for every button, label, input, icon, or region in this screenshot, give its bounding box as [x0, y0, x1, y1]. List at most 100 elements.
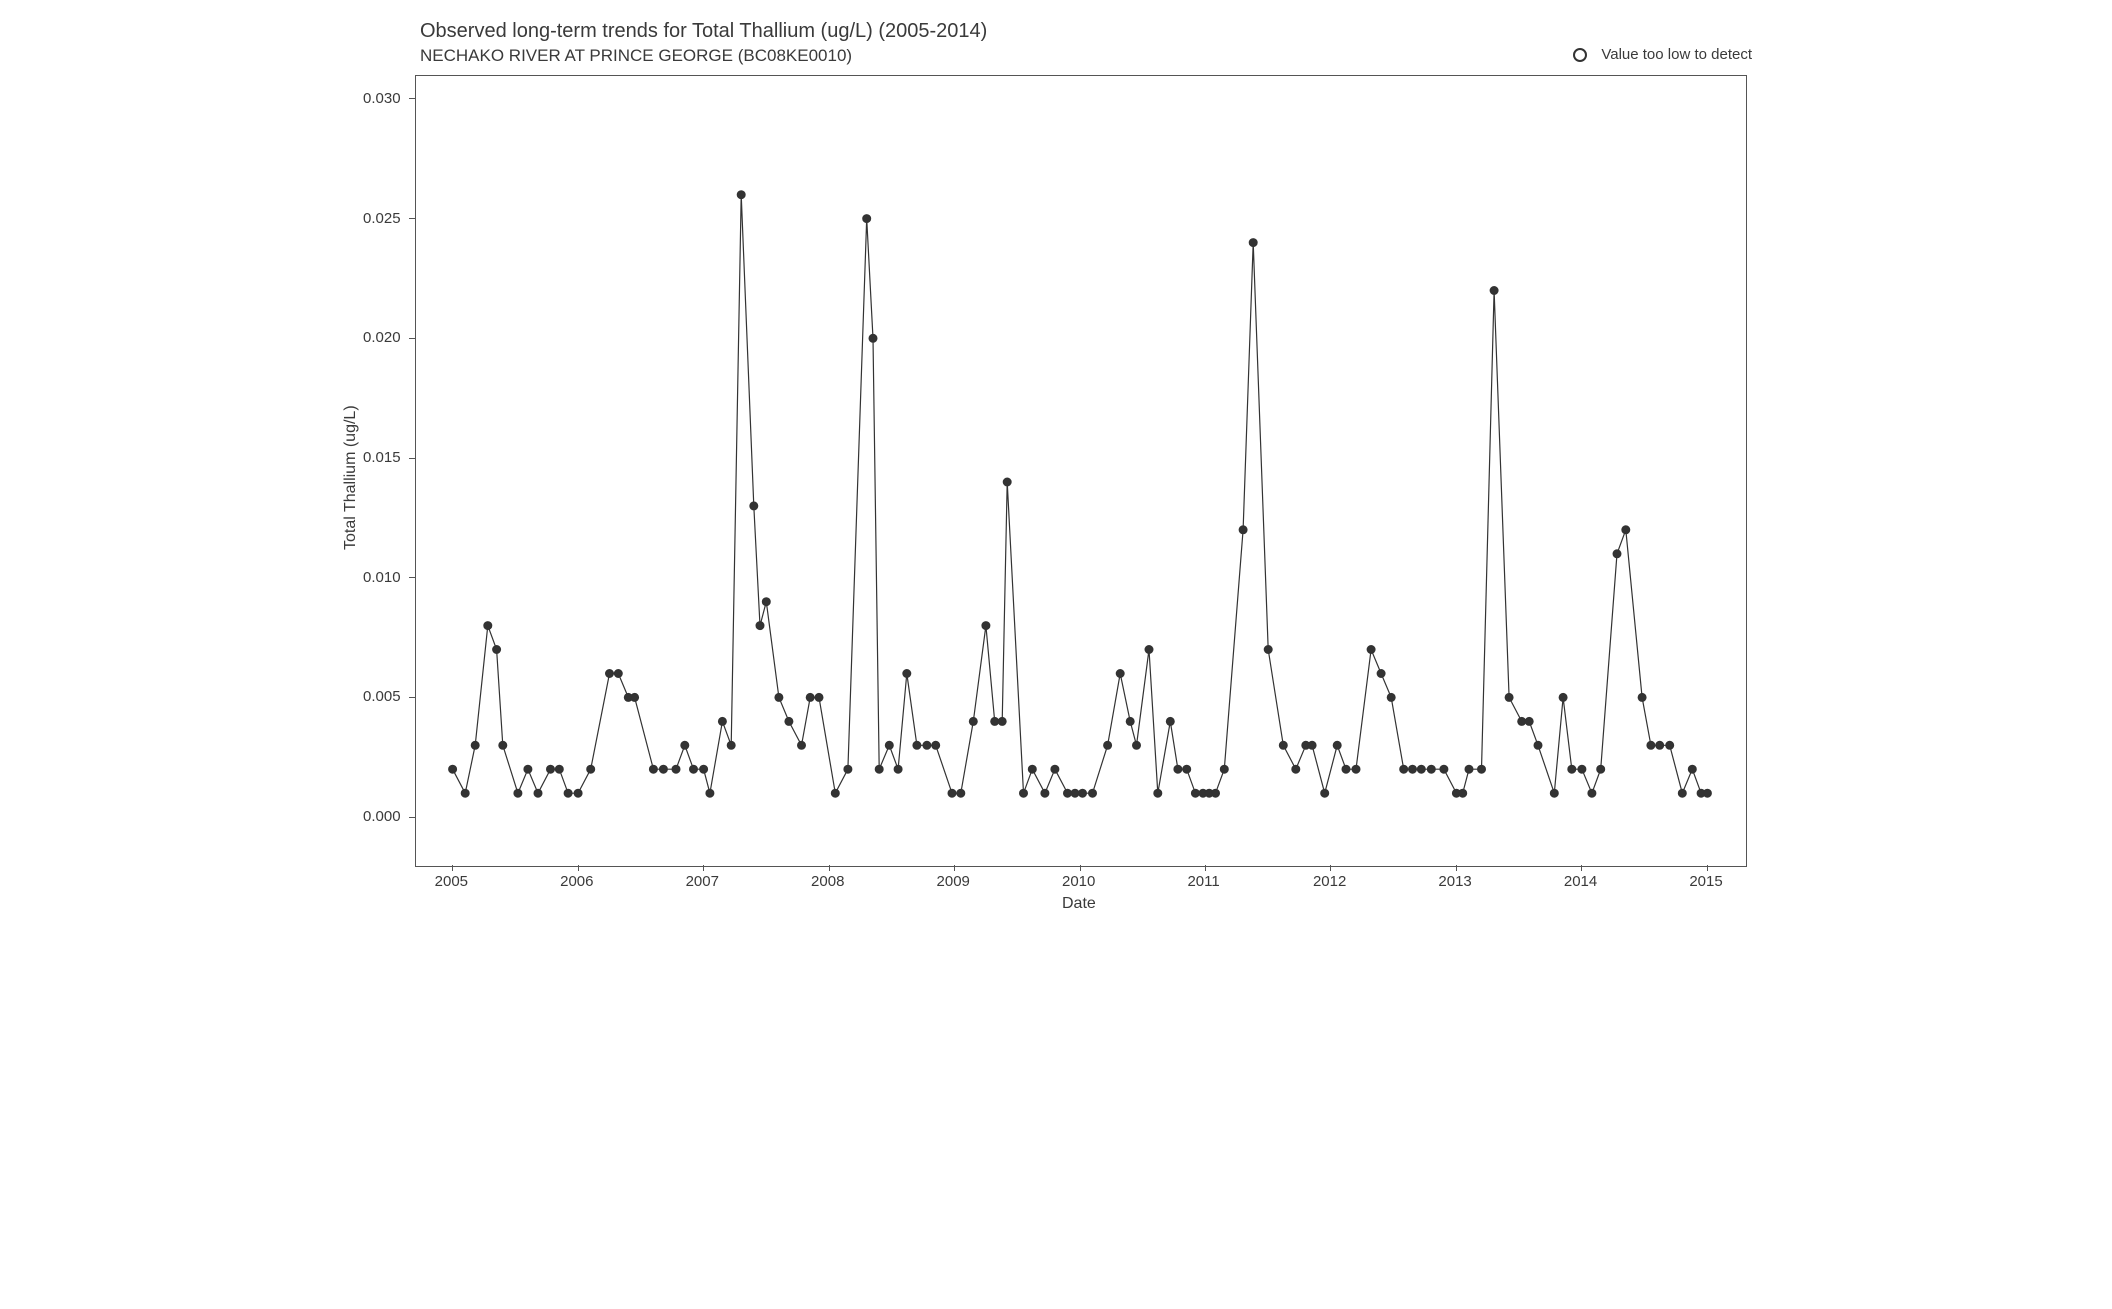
y-tick [409, 338, 415, 339]
data-point [1505, 693, 1513, 701]
x-tick-label: 2010 [1062, 873, 1095, 890]
data-point [750, 502, 758, 510]
data-point [1308, 741, 1316, 749]
x-tick-label: 2005 [435, 873, 468, 890]
x-tick [1330, 865, 1331, 871]
data-point [718, 717, 726, 725]
data-point [1568, 765, 1576, 773]
data-point [461, 789, 469, 797]
data-point [923, 741, 931, 749]
data-point [1116, 670, 1124, 678]
x-tick-label: 2012 [1313, 873, 1346, 890]
data-point [998, 717, 1006, 725]
data-point [775, 693, 783, 701]
data-point [1028, 765, 1036, 773]
data-point [815, 693, 823, 701]
data-point [948, 789, 956, 797]
data-point [1333, 741, 1341, 749]
data-point [534, 789, 542, 797]
data-point [706, 789, 714, 797]
data-line [453, 195, 1708, 794]
data-point [1638, 693, 1646, 701]
data-point [1666, 741, 1674, 749]
data-point [1183, 765, 1191, 773]
data-point [1292, 765, 1300, 773]
data-point [1440, 765, 1448, 773]
data-point [449, 765, 457, 773]
data-point [631, 693, 639, 701]
x-tick [829, 865, 830, 871]
y-tick [409, 577, 415, 578]
data-point [649, 765, 657, 773]
x-tick-label: 2008 [811, 873, 844, 890]
data-point [913, 741, 921, 749]
y-tick-label: 0.015 [363, 449, 401, 466]
x-tick [703, 865, 704, 871]
x-tick [452, 865, 453, 871]
data-point [1133, 741, 1141, 749]
data-point [1518, 717, 1526, 725]
data-point [785, 717, 793, 725]
data-point [1166, 717, 1174, 725]
y-tick [409, 98, 415, 99]
data-point [1588, 789, 1596, 797]
data-point [1525, 717, 1533, 725]
data-point [991, 717, 999, 725]
data-point [1321, 789, 1329, 797]
data-point [1367, 646, 1375, 654]
data-point [1703, 789, 1711, 797]
data-point [1249, 239, 1257, 247]
data-point [1647, 741, 1655, 749]
data-point [806, 693, 814, 701]
x-tick [578, 865, 579, 871]
data-point [1597, 765, 1605, 773]
data-point [690, 765, 698, 773]
data-point [700, 765, 708, 773]
data-point [1145, 646, 1153, 654]
data-point [547, 765, 555, 773]
y-tick-label: 0.030 [363, 90, 401, 107]
data-point [756, 622, 764, 630]
data-point [1427, 765, 1435, 773]
data-point [727, 741, 735, 749]
x-tick [1080, 865, 1081, 871]
x-tick-label: 2011 [1187, 873, 1219, 890]
data-point [831, 789, 839, 797]
data-point [587, 765, 595, 773]
data-point [1212, 789, 1220, 797]
data-point [1490, 287, 1498, 295]
data-point [894, 765, 902, 773]
data-point [885, 741, 893, 749]
data-point [1089, 789, 1097, 797]
data-point [932, 741, 940, 749]
plot-svg [320, 20, 1765, 885]
x-tick-label: 2015 [1689, 873, 1722, 890]
y-axis-label: Total Thallium (ug/L) [342, 405, 360, 550]
data-point [1400, 765, 1408, 773]
data-point [1478, 765, 1486, 773]
x-tick-label: 2006 [560, 873, 593, 890]
data-point [614, 670, 622, 678]
x-tick [1456, 865, 1457, 871]
data-point [471, 741, 479, 749]
data-point [1104, 741, 1112, 749]
data-point [555, 765, 563, 773]
data-point [1154, 789, 1162, 797]
data-point [1174, 765, 1182, 773]
data-point [564, 789, 572, 797]
data-point [1126, 717, 1134, 725]
data-point [1071, 789, 1079, 797]
data-point [574, 789, 582, 797]
data-point [493, 646, 501, 654]
data-point [1559, 693, 1567, 701]
data-point [1688, 765, 1696, 773]
data-point [1264, 646, 1272, 654]
y-tick-label: 0.020 [363, 329, 401, 346]
data-point [762, 598, 770, 606]
chart-container: Observed long-term trends for Total Thal… [320, 20, 1792, 930]
data-point [1191, 789, 1199, 797]
x-tick-label: 2014 [1564, 873, 1597, 890]
data-point [524, 765, 532, 773]
data-point [844, 765, 852, 773]
data-point [681, 741, 689, 749]
